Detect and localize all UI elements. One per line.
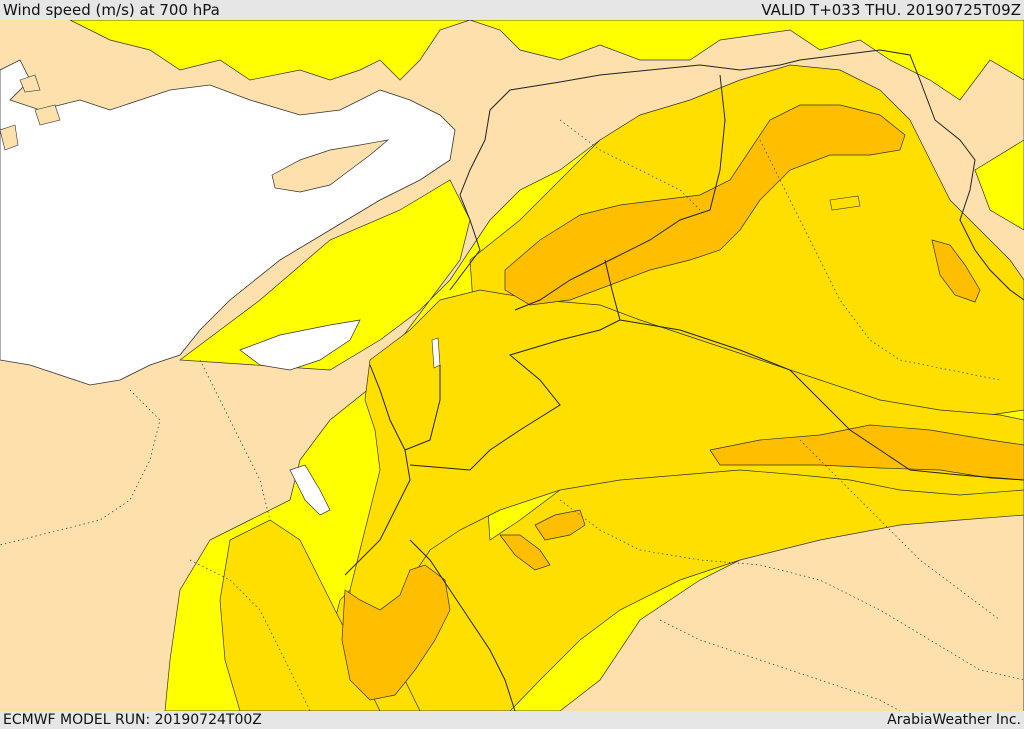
- mediterranean-sea[interactable]: [0, 59, 456, 386]
- cyprus-island: [271, 139, 390, 193]
- map-title: Wind speed (m/s) at 700 hPa: [3, 1, 220, 19]
- contour-band-orange-blob: [499, 509, 586, 571]
- lake-tharthar: [829, 195, 861, 211]
- aegean-islands: [0, 74, 61, 151]
- lake-nile-delta: [239, 319, 361, 371]
- contour-band-orange-east2: [931, 239, 981, 303]
- header-bar: Wind speed (m/s) at 700 hPa VALID T+033 …: [0, 0, 1024, 20]
- wind-speed-map: [0, 20, 1024, 711]
- gulf-of-suez: [289, 464, 331, 516]
- model-run-label: ECMWF MODEL RUN: 20190724T00Z: [3, 712, 262, 728]
- province-borders: [0, 119, 1024, 711]
- contour-band-orange-south: [341, 564, 451, 701]
- footer-bar: ECMWF MODEL RUN: 20190724T00Z ArabiaWeat…: [0, 711, 1024, 729]
- valid-time: VALID T+033 THU. 20190725T09Z: [761, 1, 1021, 19]
- contour-band-orange-east: [709, 424, 1024, 481]
- contour-band-orange-north: [504, 104, 906, 306]
- credit-label: ArabiaWeather Inc.: [887, 712, 1021, 728]
- country-borders: [344, 49, 1024, 711]
